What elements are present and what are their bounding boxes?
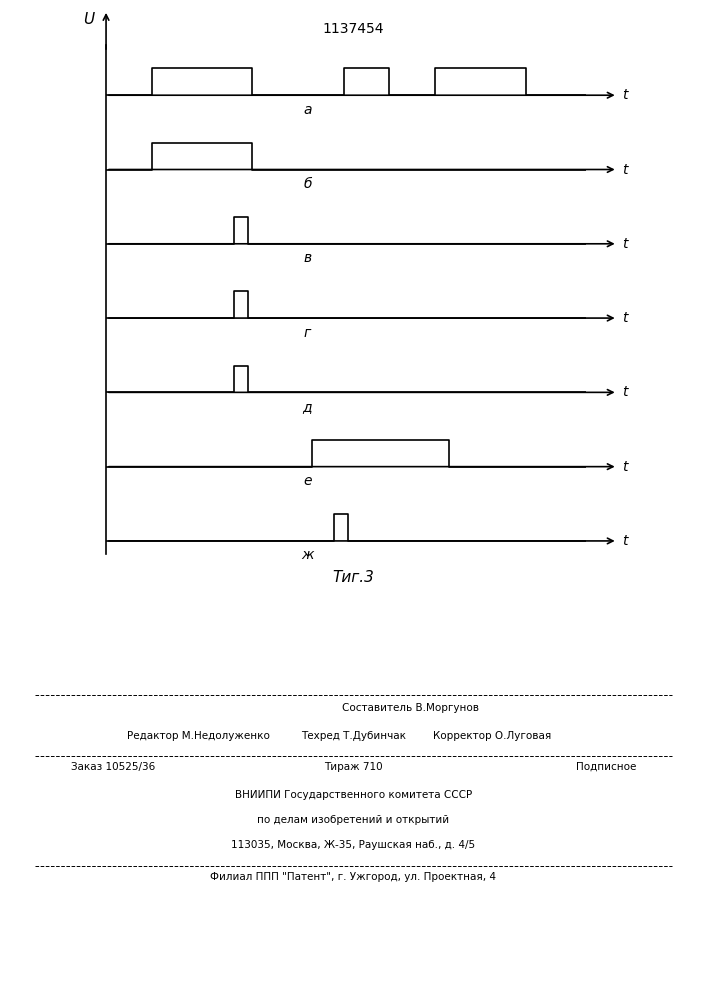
Text: 1137454: 1137454 [323, 22, 384, 36]
Text: Техред Т.Дубинчак: Техред Т.Дубинчак [301, 731, 406, 741]
Text: e: e [303, 474, 312, 488]
Text: ВНИИПИ Государственного комитета СССР: ВНИИПИ Государственного комитета СССР [235, 790, 472, 800]
Text: д: д [303, 400, 312, 414]
Text: в: в [303, 251, 312, 265]
Text: 113035, Москва, Ж-35, Раушская наб., д. 4/5: 113035, Москва, Ж-35, Раушская наб., д. … [231, 840, 476, 850]
Text: Τиг.3: Τиг.3 [332, 570, 375, 585]
Text: Тираж 710: Тираж 710 [325, 762, 382, 772]
Text: U: U [83, 12, 94, 27]
Text: г: г [304, 326, 311, 340]
Text: Заказ 10525/36: Заказ 10525/36 [71, 762, 155, 772]
Text: Корректор О.Луговая: Корректор О.Луговая [433, 731, 551, 741]
Text: t: t [622, 534, 628, 548]
Text: Подписное: Подписное [576, 762, 636, 772]
Text: б: б [303, 177, 312, 191]
Text: Составитель В.Моргунов: Составитель В.Моргунов [341, 703, 479, 713]
Text: a: a [303, 103, 312, 117]
Text: Филиал ППП "Патент", г. Ужгород, ул. Проектная, 4: Филиал ППП "Патент", г. Ужгород, ул. Про… [211, 872, 496, 882]
Text: t: t [622, 311, 628, 325]
Text: t: t [622, 460, 628, 474]
Text: t: t [622, 163, 628, 177]
Text: по делам изобретений и открытий: по делам изобретений и открытий [257, 815, 450, 825]
Text: Редактор М.Недолуженко: Редактор М.Недолуженко [127, 731, 270, 741]
Text: t: t [622, 237, 628, 251]
Text: ж: ж [301, 548, 314, 562]
Text: t: t [622, 385, 628, 399]
Text: t: t [622, 88, 628, 102]
